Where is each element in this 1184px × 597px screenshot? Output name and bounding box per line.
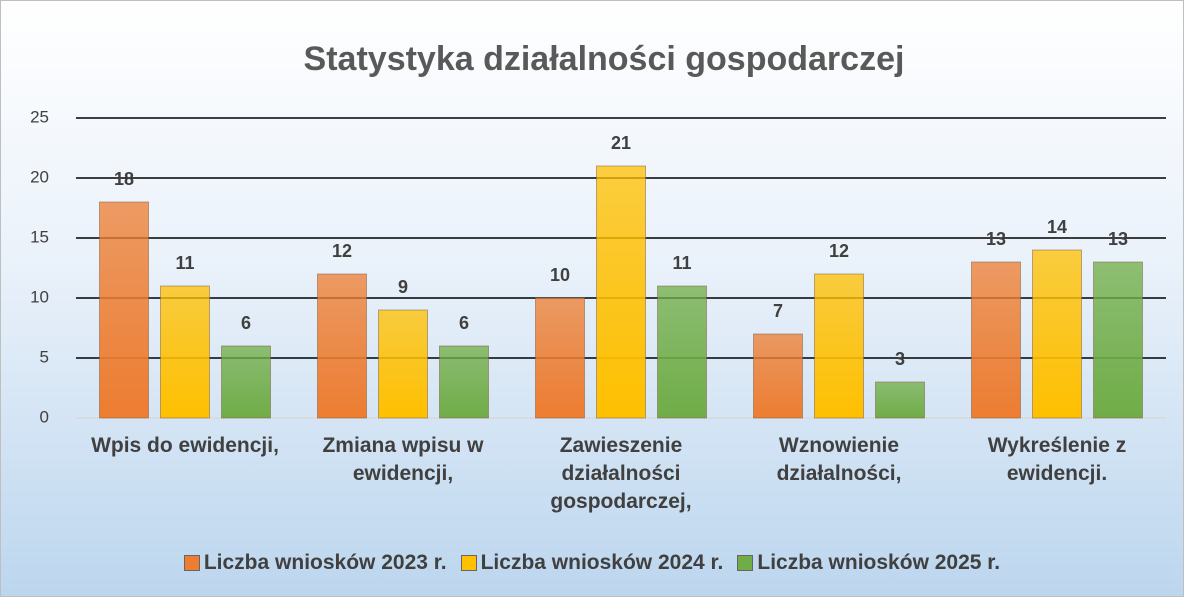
data-label: 12 xyxy=(829,241,849,261)
data-label: 13 xyxy=(986,229,1006,249)
x-tick-label: Zawieszenie działalności gospodarczej, xyxy=(550,434,692,513)
bar xyxy=(160,285,210,419)
data-label: 18 xyxy=(114,169,134,189)
chart-title: Statystyka działalności gospodarczej xyxy=(304,40,905,78)
bar xyxy=(439,345,489,419)
legend-label: Liczba wniosków 2024 r. xyxy=(480,551,724,574)
data-label: 11 xyxy=(672,253,691,273)
y-tick-label: 0 xyxy=(40,407,49,426)
legend-item: Liczba wniosków 2023 r. xyxy=(183,551,447,575)
bar xyxy=(814,273,864,419)
legend-swatch xyxy=(183,555,200,571)
data-label: 12 xyxy=(332,241,352,261)
bar xyxy=(99,201,149,419)
bar xyxy=(1032,249,1082,419)
legend-label: Liczba wniosków 2025 r. xyxy=(757,551,1001,574)
legend: Liczba wniosków 2023 r. Liczba wniosków 2… xyxy=(1,551,1183,575)
bar xyxy=(221,345,271,419)
x-tick-label: Wykreślenie z ewidencji. xyxy=(987,434,1127,485)
data-label: 14 xyxy=(1047,217,1067,237)
bar xyxy=(596,165,646,419)
legend-label: Liczba wniosków 2023 r. xyxy=(203,551,447,574)
bar xyxy=(971,261,1021,419)
y-tick-label: 20 xyxy=(30,167,49,186)
bar xyxy=(378,309,428,419)
y-tick-label: 10 xyxy=(30,287,49,306)
y-tick-label: 5 xyxy=(40,347,49,366)
bar xyxy=(657,285,707,419)
bar xyxy=(317,273,367,419)
data-label: 10 xyxy=(550,265,570,285)
data-label: 9 xyxy=(398,277,408,297)
data-label: 6 xyxy=(459,313,469,333)
data-label: 7 xyxy=(773,301,783,321)
x-tick-label: Wznowienie działalności, xyxy=(776,434,902,485)
data-label: 3 xyxy=(895,349,905,369)
y-tick-label: 15 xyxy=(30,227,49,246)
bar xyxy=(875,381,925,419)
bar xyxy=(535,297,585,419)
data-label: 13 xyxy=(1108,229,1128,249)
legend-swatch xyxy=(737,555,754,571)
legend-item: Liczba wniosków 2024 r. xyxy=(460,551,724,575)
x-tick-label: Zmiana wpisu w ewidencji, xyxy=(322,434,484,485)
bar xyxy=(1093,261,1143,419)
y-tick-label: 25 xyxy=(30,107,49,126)
data-label: 11 xyxy=(175,253,194,273)
bar xyxy=(753,333,803,419)
legend-item: Liczba wniosków 2025 r. xyxy=(737,551,1000,575)
data-label: 6 xyxy=(241,313,251,333)
x-tick-label: Wpis do ewidencji, xyxy=(91,434,279,457)
data-label: 21 xyxy=(611,133,631,153)
legend-swatch xyxy=(460,555,477,571)
